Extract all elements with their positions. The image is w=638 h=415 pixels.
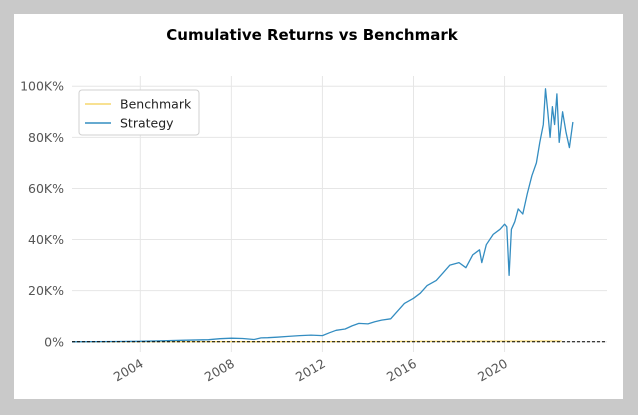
chart-title: Cumulative Returns vs Benchmark: [166, 26, 458, 44]
x-tick-label: 2004: [111, 356, 146, 385]
legend: Benchmark Strategy: [78, 89, 200, 136]
grid-lines: [72, 76, 607, 352]
x-tick-label: 2020: [475, 356, 510, 385]
y-tick-label: 80K%: [28, 130, 64, 145]
x-axis-ticks: 2004 2008 2012 2016 2020: [111, 356, 510, 385]
y-tick-label: 0%: [44, 334, 64, 349]
x-tick-label: 2012: [293, 356, 328, 385]
y-tick-label: 100K%: [20, 79, 64, 94]
legend-label: Benchmark: [120, 97, 192, 112]
series-line-strategy: [71, 88, 574, 343]
y-tick-label: 40K%: [28, 232, 64, 247]
y-tick-label: 20K%: [28, 283, 64, 298]
x-tick-label: 2008: [202, 356, 237, 385]
series-lines: [71, 88, 607, 343]
chart-frame: Cumulative Returns vs Benchmark 0% 20K% 40…: [14, 14, 623, 399]
y-tick-label: 60K%: [28, 181, 64, 196]
x-tick-label: 2016: [384, 356, 419, 385]
y-axis-ticks: 0% 20K% 40K% 60K% 80K% 100K%: [20, 79, 64, 350]
legend-label: Strategy: [120, 116, 174, 131]
cumulative-returns-chart: Cumulative Returns vs Benchmark 0% 20K% 40…: [20, 26, 607, 385]
